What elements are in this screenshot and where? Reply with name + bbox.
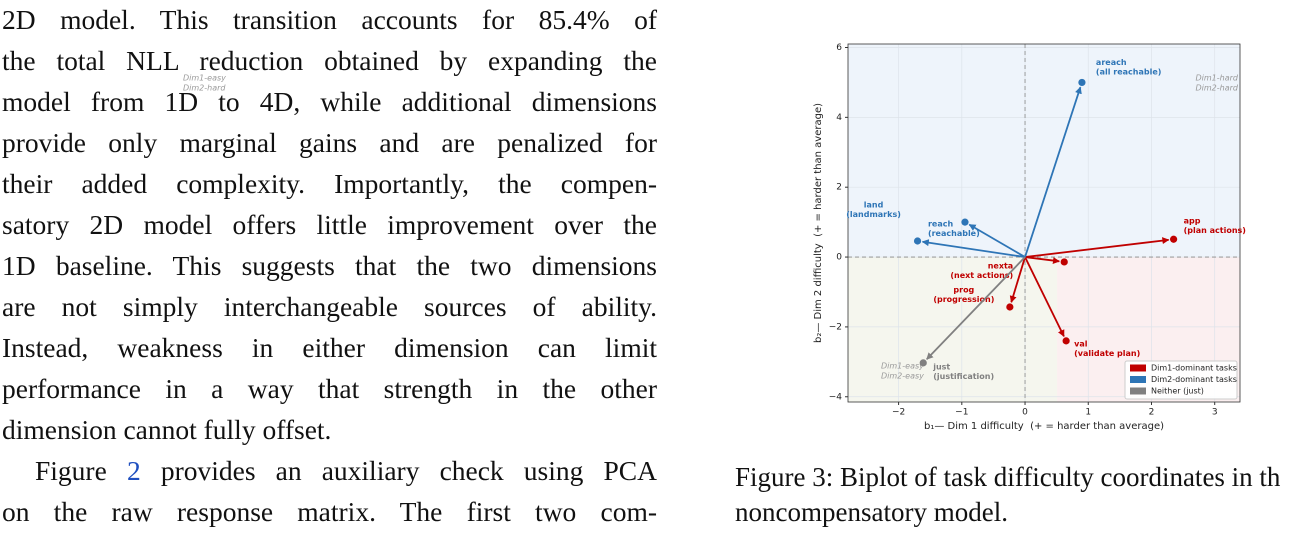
arrow [1024,237,1170,258]
point [1060,258,1068,266]
point-label: val [1074,339,1088,348]
legend-label: Dim2-dominant tasks [1151,375,1237,384]
figure-ref[interactable]: 2 [126,455,141,486]
point [1062,337,1070,345]
point-label: just [932,362,950,371]
text: provides an auxiliary check using PCA [160,455,658,486]
text-line: on the raw response matrix. The first tw… [2,496,657,527]
arrow [1009,256,1026,303]
legend-label: Neither (just) [1151,387,1204,396]
y-axis-label: b₂— Dim 2 difficulty (+ = harder than av… [813,103,824,343]
y-tick-label: −4 [829,392,843,402]
point-label: app [1184,217,1201,226]
text-column: 2D model. This transition accounts for 8… [2,2,657,535]
quadrant-bg [848,44,1240,258]
x-tick-label: 2 [1149,408,1155,418]
text-line: the total NLL reduction obtained by expa… [2,45,657,76]
point [913,237,922,245]
legend-label: Dim1-dominant tasks [1151,364,1237,373]
point-sublabel: (reachable) [928,229,980,238]
point-sublabel: (plan actions) [1184,226,1246,235]
text-line: provide only marginal gains and are pena… [2,127,657,158]
point-sublabel: (all reachable) [1096,67,1161,76]
y-tick-label: 0 [836,253,842,263]
point-sublabel: (justification) [933,372,994,381]
point-label: reach [928,220,954,229]
quadrant-note: Dim2-hard [183,84,226,93]
x-axis-label: b₁— Dim 1 difficulty (+ = harder than av… [924,421,1164,432]
quadrant-note: Dim2-easy [881,372,924,381]
caption-line: noncompensatory model. [735,497,1008,527]
text-line: their added complexity. Importantly, the… [2,168,657,199]
point-sublabel: (next actions) [950,271,1013,280]
x-tick-label: −2 [892,408,905,418]
legend-swatch [1130,364,1146,372]
caption-line: Figure 3: Biplot of task difficulty coor… [735,462,1281,492]
arrow [1024,256,1065,338]
point-sublabel: (validate plan) [1074,349,1140,358]
y-tick-label: 2 [836,183,842,193]
text-line: satory 2D model offers little improvemen… [2,209,657,240]
point [961,218,969,226]
quadrant-note: Dim1-easy [881,362,924,371]
y-tick-label: 4 [836,113,842,123]
text-line: Instead, weakness in either dimension ca… [2,332,657,363]
y-tick-label: −2 [829,322,842,332]
point-sublabel: (progression) [933,295,994,304]
x-tick-label: 0 [1022,408,1028,418]
text-line: dimension cannot fully offset. [2,414,332,445]
text-line: are not simply interchangeable sources o… [2,291,657,322]
point [1006,303,1014,311]
legend-box [1124,360,1238,400]
arrow [921,239,1026,258]
y-tick-label: 6 [836,43,842,53]
text: Figure [35,455,107,486]
point-label: areach [1096,58,1127,67]
point-sublabel: (landmarks) [846,210,901,219]
quadrant-note: Dim1-hard [1196,74,1239,83]
quadrant-note: Dim2-hard [1196,84,1239,93]
x-tick-label: 1 [1085,408,1091,418]
text-line: Figure 2 provides an auxiliary check usi… [2,453,657,494]
plot-frame [847,43,1241,403]
quadrant-bg [848,257,1058,402]
text-line: model from 1D to 4D, while additional di… [2,86,657,117]
legend-swatch [1130,387,1146,395]
x-tick-label: −1 [955,408,968,418]
arrow [1024,86,1082,258]
point [1078,78,1086,87]
point-label: prog [953,285,974,294]
text-line: performance in a way that strength in th… [2,373,657,404]
text-line: 1D baseline. This suggests that the two … [2,250,657,281]
quadrant-note: Dim1-easy [183,74,226,83]
point-label: land [864,200,884,209]
arrow [926,256,1026,360]
point [1170,235,1178,243]
text-line: 2D model. This transition accounts for 8… [2,4,657,35]
x-tick-label: 3 [1212,408,1218,418]
arrow [968,223,1026,258]
legend-swatch [1130,376,1146,383]
arrow [1024,256,1060,265]
point-label: nexta [988,261,1014,270]
point [919,359,927,367]
